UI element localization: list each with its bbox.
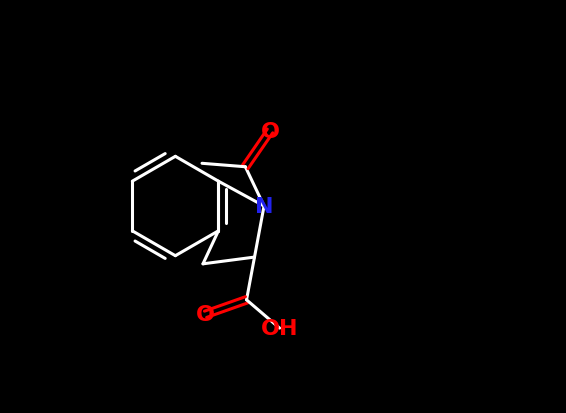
Text: OH: OH [261, 318, 298, 338]
Text: O: O [196, 304, 215, 325]
Text: N: N [255, 197, 273, 216]
Text: O: O [260, 122, 280, 142]
